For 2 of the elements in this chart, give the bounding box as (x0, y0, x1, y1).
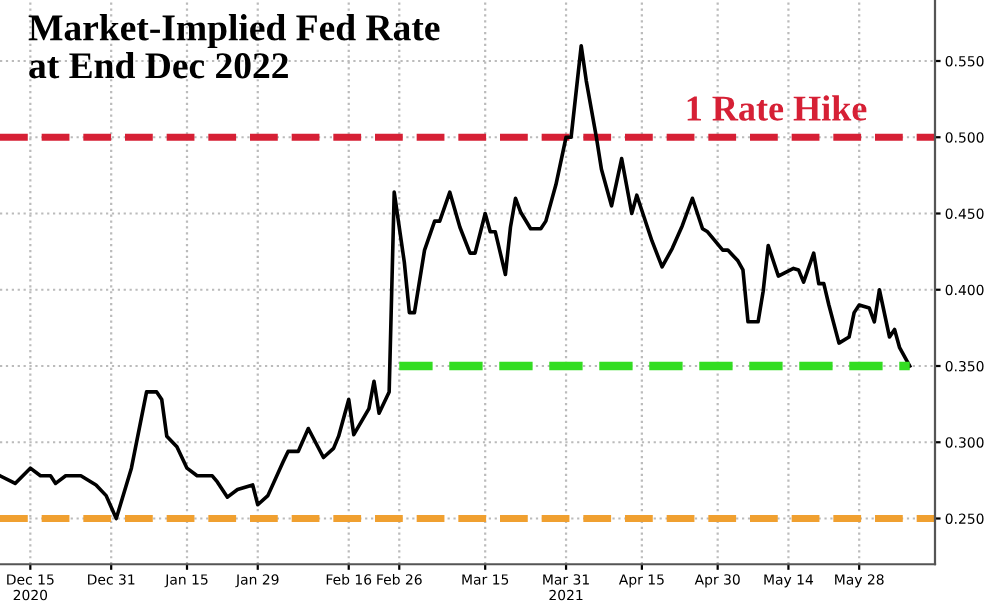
ref-line-label: 1 Rate Hike (687, 95, 867, 121)
text: Market-Implied Fed Rate at End Dec 2022 (28, 14, 440, 79)
